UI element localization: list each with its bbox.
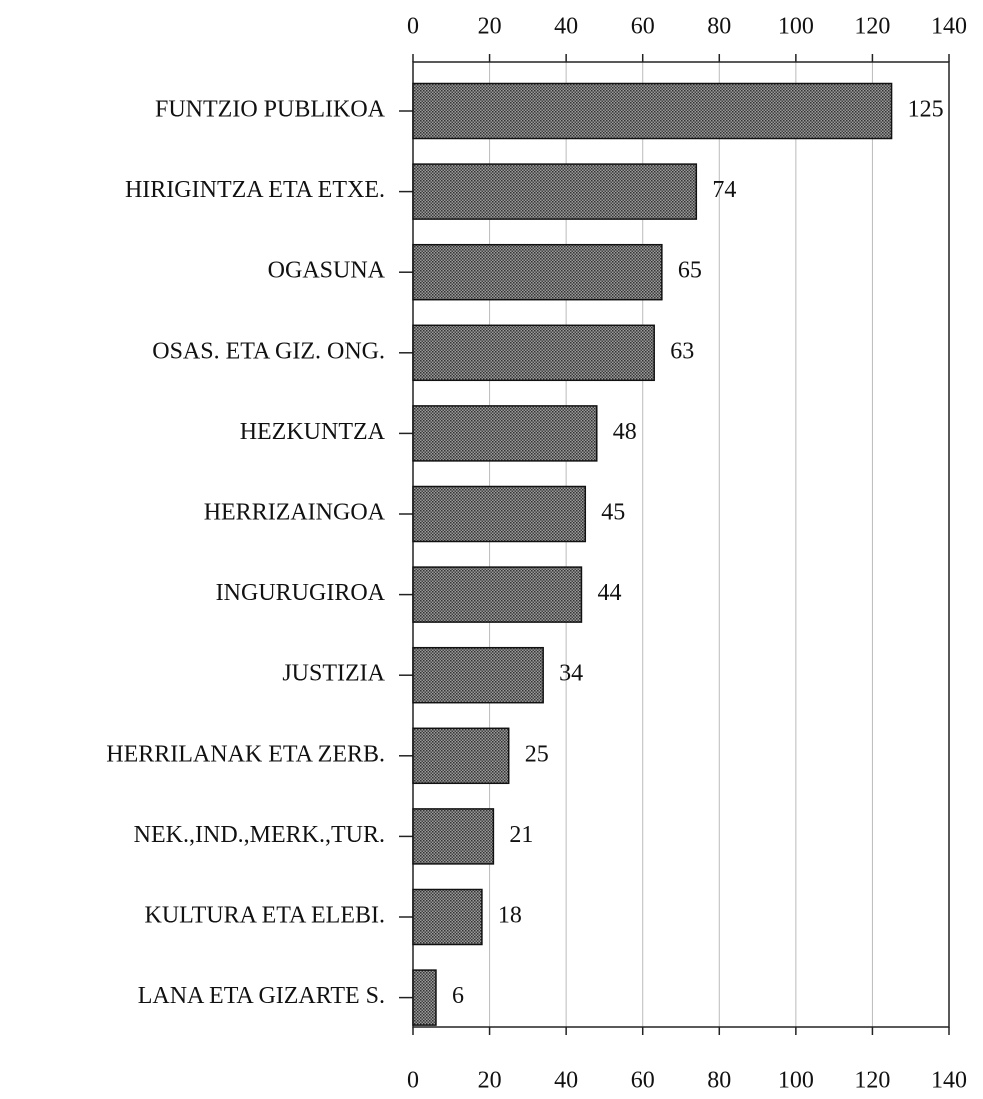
x-tick-label: 40 xyxy=(554,1068,578,1094)
bar xyxy=(412,163,698,220)
data-label: 18 xyxy=(498,903,522,929)
y-tick-label: INGURUGIROA xyxy=(216,580,386,606)
x-tick-label: 60 xyxy=(631,1068,655,1094)
bar xyxy=(412,82,893,140)
x-tick-label: 80 xyxy=(707,14,731,40)
bar xyxy=(412,888,483,946)
data-label: 25 xyxy=(525,741,549,767)
x-tick-label: 120 xyxy=(854,1068,890,1094)
y-tick-label: HEZKUNTZA xyxy=(240,419,386,445)
y-tick-label: HERRIZAINGOA xyxy=(204,500,386,526)
data-label: 34 xyxy=(559,661,583,687)
bar xyxy=(412,324,655,382)
x-tick-label: 20 xyxy=(478,1068,502,1094)
y-tick-label: FUNTZIO PUBLIKOA xyxy=(155,97,386,123)
x-tick-label: 140 xyxy=(931,14,967,40)
plot-frame xyxy=(412,61,950,1028)
bar xyxy=(412,808,495,865)
y-tick-label: OSAS. ETA GIZ. ONG. xyxy=(152,338,385,364)
y-tick-label: LANA ETA GIZARTE S. xyxy=(138,983,385,1009)
y-tick-label: HERRILANAK ETA ZERB. xyxy=(106,741,385,767)
x-tick-label: 20 xyxy=(478,14,502,40)
bar xyxy=(412,727,510,785)
x-tick-label: 100 xyxy=(778,1068,814,1094)
y-tick-label: OGASUNA xyxy=(268,258,386,284)
bar xyxy=(412,243,663,301)
data-label: 48 xyxy=(613,419,637,445)
y-tick-label: HIRIGINTZA ETA ETXE. xyxy=(125,177,385,203)
bar xyxy=(412,405,598,462)
x-tick-label: 120 xyxy=(854,14,890,40)
data-label: 63 xyxy=(670,338,694,364)
data-label: 74 xyxy=(712,177,736,203)
bar xyxy=(412,485,587,543)
data-label: 125 xyxy=(908,97,944,123)
y-tick-label: KULTURA ETA ELEBI. xyxy=(144,903,385,929)
data-label: 45 xyxy=(601,500,625,526)
x-tick-label: 60 xyxy=(631,14,655,40)
x-tick-label: 0 xyxy=(407,1068,419,1094)
data-label: 44 xyxy=(597,580,621,606)
y-tick-label: NEK.,IND.,MERK.,TUR. xyxy=(134,822,385,848)
x-tick-label: 40 xyxy=(554,14,578,40)
data-label: 65 xyxy=(678,258,702,284)
x-tick-label: 100 xyxy=(778,14,814,40)
x-tick-label: 140 xyxy=(931,1068,967,1094)
data-label: 21 xyxy=(509,822,533,848)
bar xyxy=(412,646,544,704)
x-tick-label: 80 xyxy=(707,1068,731,1094)
data-label: 6 xyxy=(452,983,464,1009)
bar xyxy=(412,969,437,1026)
bar xyxy=(412,566,583,623)
x-tick-label: 0 xyxy=(407,14,419,40)
y-tick-label: JUSTIZIA xyxy=(282,661,385,687)
